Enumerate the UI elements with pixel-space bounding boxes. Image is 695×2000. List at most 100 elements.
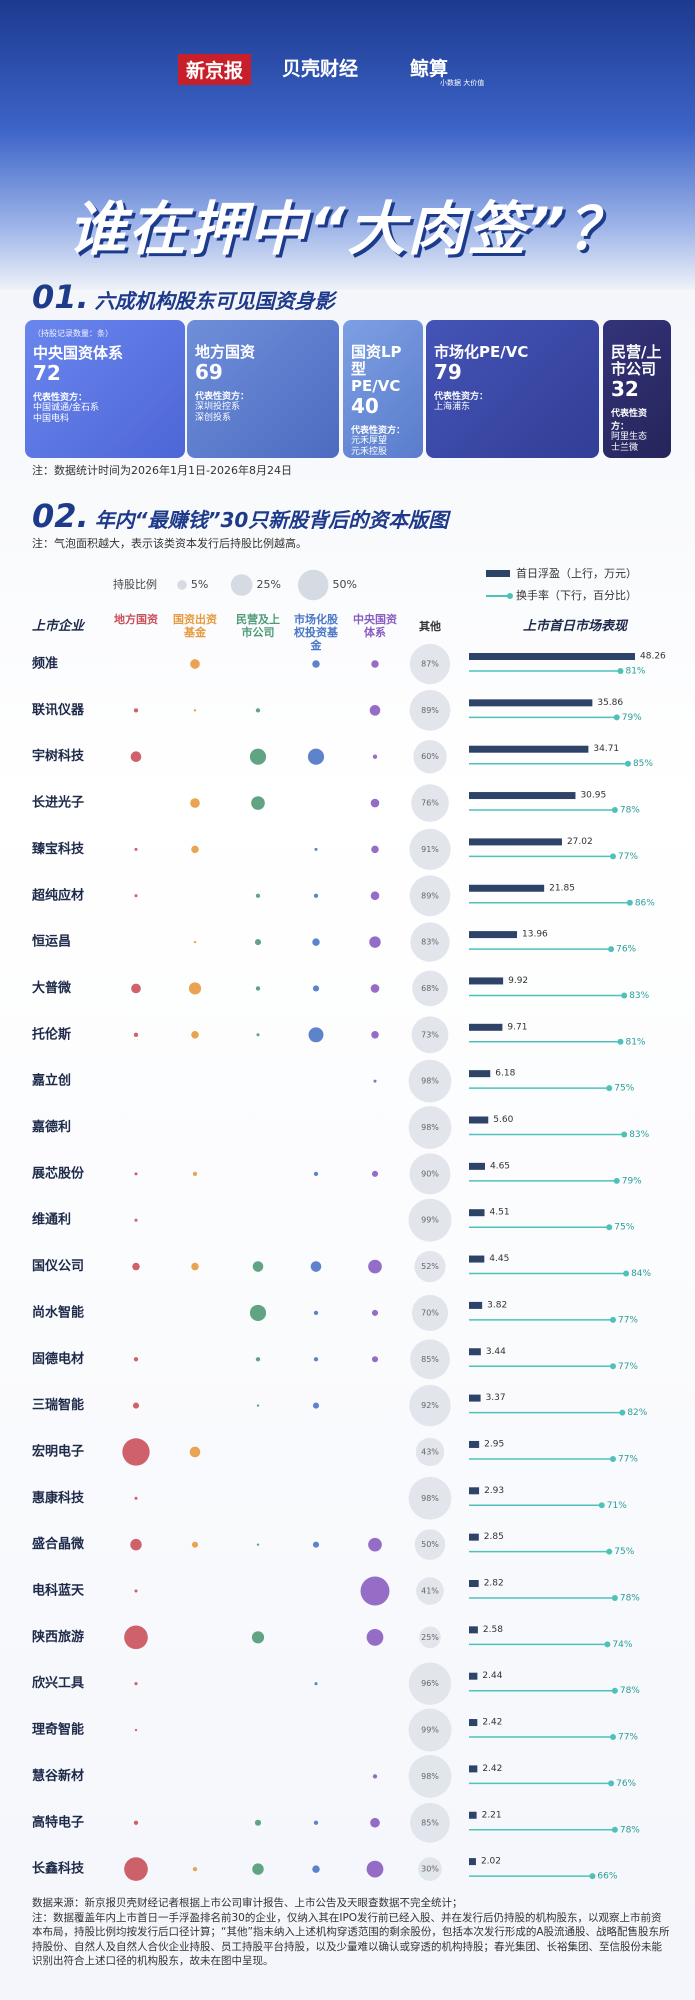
turnover-dot xyxy=(606,1548,613,1555)
bubble xyxy=(134,1682,138,1686)
bubble xyxy=(408,1755,452,1798)
turnover-dot xyxy=(617,1038,624,1045)
card-count: 32 xyxy=(611,377,639,401)
float-bar xyxy=(469,1440,480,1448)
bubble-label: 25% xyxy=(421,1633,439,1642)
float-bar xyxy=(469,1301,483,1309)
float-bar xyxy=(469,977,504,985)
turnover-dot xyxy=(609,1316,616,1323)
float-label: 35.86 xyxy=(597,698,623,708)
bubble xyxy=(411,1016,449,1054)
bubble xyxy=(415,1437,445,1467)
float-bar xyxy=(469,1858,476,1866)
logo-tagline: 小数据 大价值 xyxy=(440,79,485,87)
turnover-dot xyxy=(621,1131,628,1138)
bubble xyxy=(410,922,450,962)
turnover-dot xyxy=(608,946,615,953)
card-count: 69 xyxy=(195,360,223,384)
card-count: 72 xyxy=(33,361,61,385)
rep: 中国电科 xyxy=(33,414,70,424)
float-bar xyxy=(469,1626,478,1634)
note: 注：气泡面积越大，表示该类资本发行后持股比例越高。 xyxy=(32,537,307,550)
bubble xyxy=(249,748,267,765)
bubble xyxy=(368,1537,382,1552)
card-name: 地方国资 xyxy=(195,343,256,361)
legend-title: 持股比例 xyxy=(113,577,157,591)
bubble xyxy=(192,1171,198,1177)
bubble xyxy=(373,1079,377,1083)
company-name: 陕西旅游 xyxy=(32,1629,84,1645)
turnover-dot xyxy=(613,1177,620,1184)
legend-label: 50% xyxy=(333,578,357,591)
company-name: 高特电子 xyxy=(32,1814,84,1830)
card: 地方国资 69 代表性资方： 深圳投控系 深创投系 xyxy=(187,320,339,458)
bubble xyxy=(366,1628,384,1646)
bubble xyxy=(252,1261,264,1272)
bubble xyxy=(188,982,202,995)
bubble xyxy=(419,1626,441,1649)
float-bar xyxy=(469,1533,479,1541)
unit-note: （持股记录数量：条） xyxy=(33,329,113,338)
bubble-label: 91% xyxy=(421,845,439,854)
company-name: 长进光子 xyxy=(32,795,84,811)
turnover-label: 66% xyxy=(597,1872,617,1882)
section-title: 年内“最赚钱”30只新股背后的资本版图 xyxy=(94,508,449,532)
bubble xyxy=(313,1820,319,1825)
card: 民营/上市公司 32 代表性资方： 阿里生态 士兰微 xyxy=(603,320,671,458)
section-number: 02. xyxy=(32,497,89,535)
legend-label: 换手率（下行，百分比） xyxy=(516,588,637,602)
float-label: 2.44 xyxy=(482,1671,502,1681)
bubble xyxy=(130,1538,142,1551)
company-name: 频准 xyxy=(32,656,58,672)
float-bar xyxy=(469,1765,478,1773)
bubble-label: 90% xyxy=(421,1169,439,1178)
bubble-label: 83% xyxy=(421,938,439,947)
float-label: 4.45 xyxy=(489,1254,509,1264)
bubble xyxy=(313,1310,319,1316)
bubble xyxy=(192,1866,198,1872)
bubble xyxy=(369,705,381,716)
turnover-label: 83% xyxy=(629,1130,649,1140)
float-label: 2.21 xyxy=(482,1810,502,1820)
company-name: 三瑞智能 xyxy=(32,1397,84,1413)
float-bar xyxy=(469,1580,479,1587)
float-bar xyxy=(469,1719,478,1727)
float-label: 2.42 xyxy=(482,1764,502,1774)
bubble xyxy=(312,985,320,992)
rep: 中国诚通/金石系 xyxy=(33,403,100,413)
turnover-label: 84% xyxy=(631,1269,651,1279)
company-name: 嘉德利 xyxy=(31,1119,71,1135)
legend-bubble xyxy=(230,574,253,596)
bubble-label: 99% xyxy=(421,1216,439,1225)
bubble xyxy=(254,939,262,946)
bubble xyxy=(418,1857,442,1881)
bubble-label: 73% xyxy=(421,1030,439,1039)
logo: 贝壳财经 xyxy=(282,58,359,80)
section-title: 六成机构股东可见国资身影 xyxy=(94,289,335,313)
bubble xyxy=(370,891,380,901)
bubble xyxy=(310,1261,322,1272)
company-name: 欣兴工具 xyxy=(32,1675,84,1691)
float-bar xyxy=(469,1162,485,1170)
turnover-label: 78% xyxy=(620,1825,640,1835)
bubble xyxy=(134,847,138,851)
card-name: 民营/上市公司 xyxy=(611,343,662,378)
turnover-label: 77% xyxy=(618,852,638,862)
company-name: 嘉立创 xyxy=(31,1073,71,1089)
bubble xyxy=(411,784,449,822)
bubble-label: 50% xyxy=(421,1540,439,1549)
column-header: 市场化股权投资基金 xyxy=(294,613,338,652)
footer: 数据来源：新京报贝壳财经记者根据上市公司审计报告、上市公告及天眼查数据不完全统计… xyxy=(32,1896,672,1969)
bubble xyxy=(412,970,448,1007)
column-header: 民营及上市公司 xyxy=(236,613,280,639)
float-label: 2.85 xyxy=(484,1532,504,1542)
legend-label: 5% xyxy=(191,578,208,591)
company-name: 宇树科技 xyxy=(32,748,85,764)
turnover-label: 86% xyxy=(635,898,655,908)
bubble xyxy=(416,1577,444,1605)
rep: 深创投系 xyxy=(195,413,232,423)
float-bar xyxy=(469,1070,491,1078)
bubble xyxy=(124,1625,148,1650)
float-bar xyxy=(469,1672,478,1680)
